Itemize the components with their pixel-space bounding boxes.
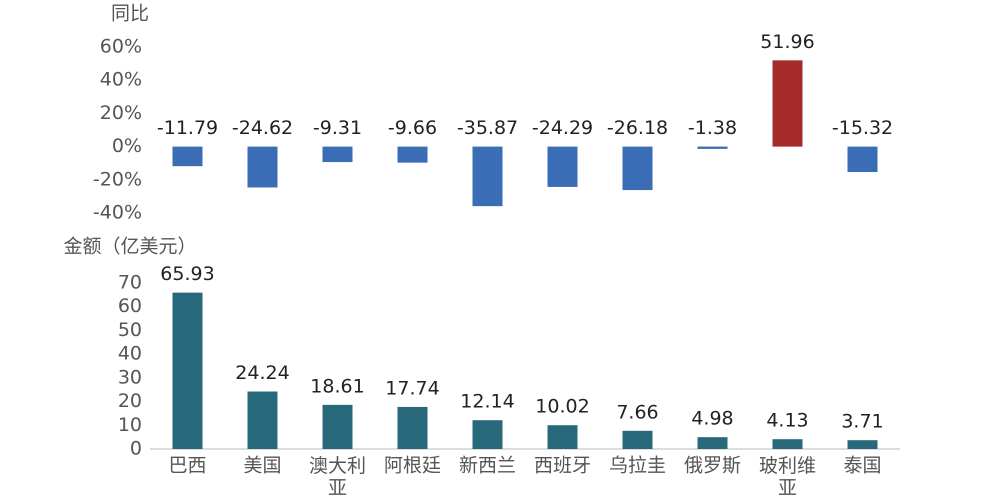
y-tick-label: 70: [118, 272, 142, 294]
y-tick-label: 30: [118, 366, 142, 388]
y-tick-label: 20: [118, 390, 142, 412]
x-tick-label: 新西兰: [459, 455, 516, 477]
data-label: 10.02: [535, 396, 589, 418]
data-label: 4.13: [766, 410, 808, 432]
bar: [697, 437, 728, 449]
x-tick-label: 乌拉圭: [609, 455, 666, 477]
x-tick-label: 巴西: [168, 455, 206, 477]
data-label: -9.66: [388, 117, 437, 139]
data-label: 24.24: [235, 362, 289, 384]
x-tick-label: 俄罗斯: [684, 455, 741, 477]
bar: [322, 146, 353, 163]
y-tick-label: 60%: [100, 36, 142, 58]
bar: [397, 406, 428, 449]
data-label: 18.61: [310, 375, 364, 397]
x-tick-label: 美国: [243, 455, 281, 477]
bar: [622, 430, 653, 449]
y-tick-label: 60: [118, 295, 142, 317]
data-label: -24.29: [532, 117, 593, 139]
y-axis-title: 同比: [111, 3, 149, 25]
bar: [172, 292, 203, 449]
y-tick-label: 0: [130, 438, 142, 460]
data-label: -1.38: [688, 117, 737, 139]
data-label: 3.71: [841, 411, 883, 433]
y-tick-label: 50: [118, 319, 142, 341]
bar: [847, 146, 878, 173]
y-tick-label: 40%: [100, 69, 142, 91]
bar: [172, 146, 203, 167]
y-tick-label: 0%: [112, 135, 142, 157]
bar: [322, 404, 353, 449]
data-label: 4.98: [691, 408, 733, 430]
bar: [472, 146, 503, 207]
bar: [772, 60, 803, 147]
x-tick-label: 西班牙: [534, 455, 591, 477]
data-label: -15.32: [832, 117, 893, 139]
x-tick-label: 阿根廷: [384, 455, 441, 477]
bar: [697, 146, 728, 149]
data-label: 12.14: [460, 391, 514, 413]
bar: [397, 146, 428, 163]
data-label: -35.87: [457, 117, 518, 139]
y-tick-label: -40%: [93, 202, 142, 224]
y-tick-label: 10: [118, 414, 142, 436]
data-label: 51.96: [760, 31, 814, 53]
x-tick-label: 玻利维亚: [759, 455, 816, 499]
bar: [547, 146, 578, 187]
data-label: -9.31: [313, 117, 362, 139]
bar: [247, 391, 278, 449]
data-label: 65.93: [160, 263, 214, 285]
bar: [772, 439, 803, 449]
bar: [247, 146, 278, 188]
data-label: -24.62: [232, 117, 293, 139]
bar: [472, 420, 503, 449]
data-label: -11.79: [157, 117, 218, 139]
bar: [847, 440, 878, 449]
y-tick-label: 40: [118, 343, 142, 365]
data-label: 7.66: [616, 401, 658, 423]
data-label: -26.18: [607, 117, 668, 139]
bar: [547, 425, 578, 449]
y-tick-label: -20%: [93, 168, 142, 190]
data-label: 17.74: [385, 377, 439, 399]
y-tick-label: 20%: [100, 102, 142, 124]
x-tick-label: 泰国: [843, 455, 881, 477]
y-axis-title: 金额（亿美元）: [63, 236, 196, 258]
x-tick-label: 澳大利亚: [309, 455, 366, 499]
bar: [622, 146, 653, 191]
